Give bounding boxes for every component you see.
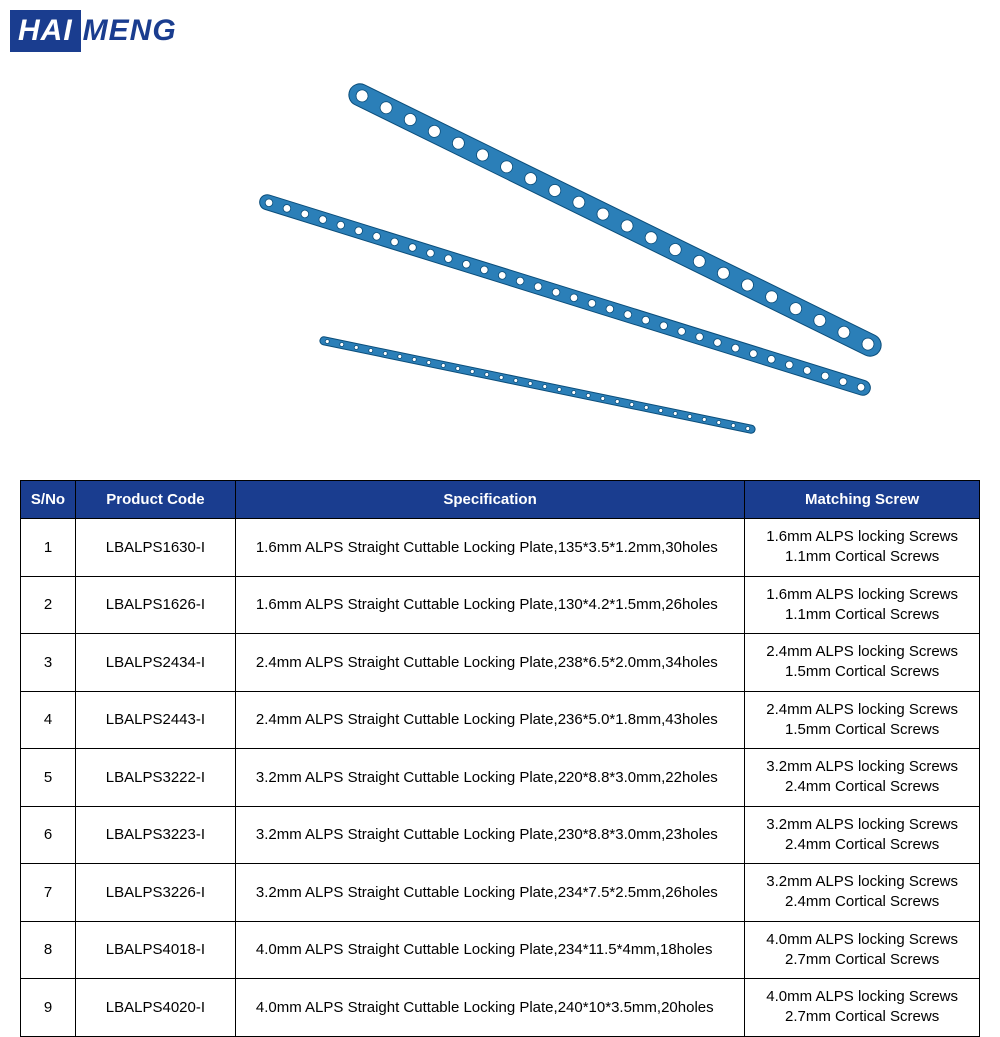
cell-code: LBALPS3226-I — [75, 864, 235, 922]
cell-code: LBALPS1630-I — [75, 519, 235, 577]
cell-spec: 2.4mm ALPS Straight Cuttable Locking Pla… — [235, 691, 744, 749]
cell-sno: 7 — [21, 864, 76, 922]
cell-screw: 4.0mm ALPS locking Screws2.7mm Cortical … — [745, 979, 980, 1037]
cell-screw: 3.2mm ALPS locking Screws2.4mm Cortical … — [745, 864, 980, 922]
cell-screw: 3.2mm ALPS locking Screws2.4mm Cortical … — [745, 749, 980, 807]
cell-sno: 3 — [21, 634, 76, 692]
cell-code: LBALPS2434-I — [75, 634, 235, 692]
col-header-spec: Specification — [235, 481, 744, 519]
locking-plates-illustration — [200, 50, 900, 450]
cell-code: LBALPS1626-I — [75, 576, 235, 634]
cell-screw: 3.2mm ALPS locking Screws2.4mm Cortical … — [745, 806, 980, 864]
cell-spec: 1.6mm ALPS Straight Cuttable Locking Pla… — [235, 519, 744, 577]
cell-spec: 3.2mm ALPS Straight Cuttable Locking Pla… — [235, 749, 744, 807]
cell-screw: 1.6mm ALPS locking Screws1.1mm Cortical … — [745, 519, 980, 577]
cell-spec: 4.0mm ALPS Straight Cuttable Locking Pla… — [235, 921, 744, 979]
cell-code: LBALPS2443-I — [75, 691, 235, 749]
table-header-row: S/No Product Code Specification Matching… — [21, 481, 980, 519]
table-row: 1LBALPS1630-I1.6mm ALPS Straight Cuttabl… — [21, 519, 980, 577]
cell-spec: 2.4mm ALPS Straight Cuttable Locking Pla… — [235, 634, 744, 692]
cell-sno: 9 — [21, 979, 76, 1037]
brand-logo: HAI MENG — [10, 10, 177, 52]
cell-code: LBALPS4020-I — [75, 979, 235, 1037]
logo-rest-text: MENG — [81, 14, 177, 48]
col-header-screw: Matching Screw — [745, 481, 980, 519]
cell-screw: 2.4mm ALPS locking Screws1.5mm Cortical … — [745, 691, 980, 749]
cell-sno: 6 — [21, 806, 76, 864]
cell-sno: 8 — [21, 921, 76, 979]
cell-spec: 1.6mm ALPS Straight Cuttable Locking Pla… — [235, 576, 744, 634]
cell-spec: 4.0mm ALPS Straight Cuttable Locking Pla… — [235, 979, 744, 1037]
cell-code: LBALPS3222-I — [75, 749, 235, 807]
table-row: 6LBALPS3223-I3.2mm ALPS Straight Cuttabl… — [21, 806, 980, 864]
col-header-code: Product Code — [75, 481, 235, 519]
cell-screw: 1.6mm ALPS locking Screws1.1mm Cortical … — [745, 576, 980, 634]
col-header-sno: S/No — [21, 481, 76, 519]
cell-code: LBALPS3223-I — [75, 806, 235, 864]
product-spec-table: S/No Product Code Specification Matching… — [20, 480, 980, 1037]
cell-code: LBALPS4018-I — [75, 921, 235, 979]
table-row: 9LBALPS4020-I4.0mm ALPS Straight Cuttabl… — [21, 979, 980, 1037]
logo-box-text: HAI — [10, 10, 81, 52]
table-row: 8LBALPS4018-I4.0mm ALPS Straight Cuttabl… — [21, 921, 980, 979]
cell-sno: 4 — [21, 691, 76, 749]
cell-sno: 1 — [21, 519, 76, 577]
cell-screw: 4.0mm ALPS locking Screws2.7mm Cortical … — [745, 921, 980, 979]
table-row: 4LBALPS2443-I2.4mm ALPS Straight Cuttabl… — [21, 691, 980, 749]
cell-screw: 2.4mm ALPS locking Screws1.5mm Cortical … — [745, 634, 980, 692]
cell-sno: 5 — [21, 749, 76, 807]
cell-sno: 2 — [21, 576, 76, 634]
table-row: 7LBALPS3226-I3.2mm ALPS Straight Cuttabl… — [21, 864, 980, 922]
product-image-area — [200, 50, 900, 450]
table-row: 5LBALPS3222-I3.2mm ALPS Straight Cuttabl… — [21, 749, 980, 807]
table-row: 2LBALPS1626-I1.6mm ALPS Straight Cuttabl… — [21, 576, 980, 634]
cell-spec: 3.2mm ALPS Straight Cuttable Locking Pla… — [235, 806, 744, 864]
table-row: 3LBALPS2434-I2.4mm ALPS Straight Cuttabl… — [21, 634, 980, 692]
cell-spec: 3.2mm ALPS Straight Cuttable Locking Pla… — [235, 864, 744, 922]
